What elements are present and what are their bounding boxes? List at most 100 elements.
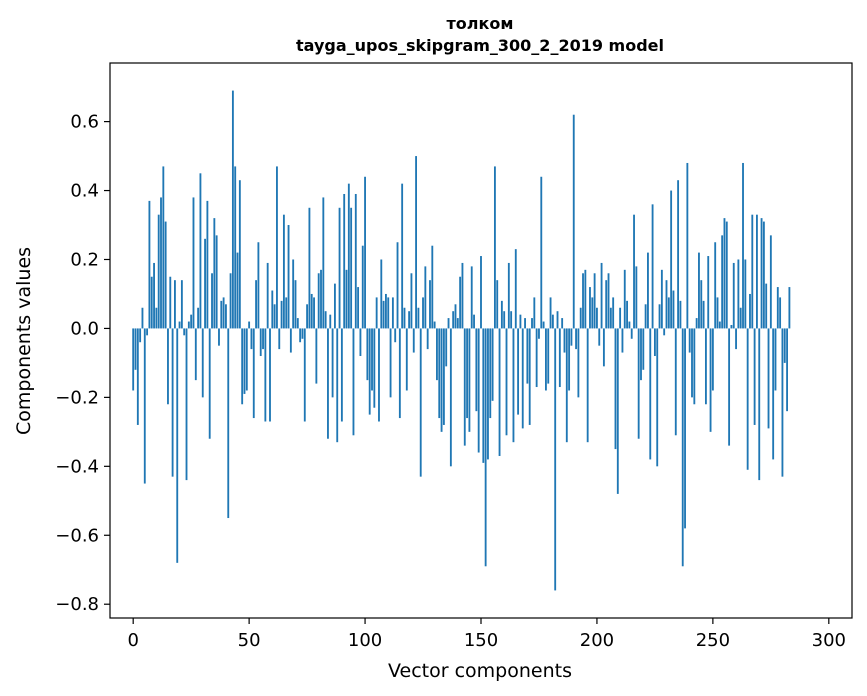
bar [417, 307, 420, 329]
bar [653, 328, 656, 357]
bar [783, 328, 786, 363]
bar [528, 328, 531, 425]
bar [317, 273, 320, 329]
bar [732, 262, 735, 329]
bar [665, 280, 668, 329]
bar [677, 180, 680, 329]
bar [756, 214, 758, 329]
bar [313, 297, 315, 329]
bar [633, 214, 635, 329]
bar [294, 280, 297, 329]
bar [382, 300, 385, 329]
bar [410, 273, 413, 329]
bar [491, 328, 494, 401]
bar [725, 221, 728, 329]
bar [788, 287, 791, 329]
bar [561, 318, 564, 329]
bar [150, 276, 153, 329]
bar [449, 328, 452, 467]
bar [201, 328, 204, 398]
bar [167, 328, 169, 405]
x-tick-label: 150 [464, 630, 498, 651]
bar [470, 266, 473, 329]
bar [194, 328, 197, 381]
bar [162, 166, 165, 329]
bar [183, 328, 186, 336]
chart-title: толком [447, 14, 514, 33]
bar [178, 321, 181, 329]
bar [248, 321, 251, 329]
bar [463, 328, 466, 446]
bar [667, 297, 670, 329]
bar [672, 290, 675, 329]
bar [484, 328, 487, 567]
bar [663, 328, 666, 336]
bar [241, 328, 244, 405]
y-tick-label: 0.2 [70, 249, 99, 270]
bar [231, 90, 234, 329]
bar [234, 166, 237, 329]
bar [213, 218, 216, 329]
bar [354, 193, 357, 329]
bar [387, 297, 390, 329]
bar [767, 328, 770, 429]
bar-series [132, 90, 791, 591]
bar [431, 245, 434, 329]
bar [238, 180, 241, 329]
bar [514, 249, 517, 329]
x-tick-label: 200 [580, 630, 614, 651]
bar [405, 328, 408, 391]
bar [647, 252, 649, 329]
bar [563, 328, 566, 353]
bar [269, 328, 271, 422]
bar [391, 297, 394, 329]
bar [155, 307, 158, 329]
bar [171, 328, 174, 477]
x-tick-label: 300 [812, 630, 846, 651]
bar [556, 311, 559, 329]
bar [282, 214, 285, 329]
bar [245, 328, 248, 391]
bar [192, 197, 195, 329]
bar [139, 328, 142, 343]
bar [496, 280, 499, 329]
bar [698, 252, 700, 329]
bar [640, 328, 642, 381]
bar [568, 328, 571, 391]
bar [442, 328, 445, 425]
bar [480, 256, 482, 329]
bar [700, 280, 703, 329]
bar [371, 328, 373, 391]
bar [686, 162, 689, 329]
y-tick-label: 0.6 [70, 112, 99, 133]
x-axis: 0 50 100 150 200 250 300 [127, 618, 846, 651]
bar [591, 297, 594, 329]
bar [324, 311, 327, 329]
bar [136, 328, 139, 425]
bar [310, 293, 313, 329]
bar [199, 173, 202, 329]
bar [751, 214, 754, 329]
y-tick-label: −0.2 [55, 387, 99, 408]
bar [143, 328, 146, 484]
bar [593, 273, 596, 329]
bar [225, 304, 227, 329]
bar [714, 242, 717, 329]
bar [649, 328, 652, 460]
bar [575, 328, 577, 350]
bar [526, 328, 529, 384]
bar [347, 183, 350, 329]
bar [468, 328, 471, 432]
bar [626, 300, 628, 329]
bar [695, 318, 698, 329]
bar [524, 318, 526, 329]
bar [350, 207, 353, 329]
bar [776, 287, 779, 329]
bar [164, 221, 167, 329]
bar [303, 328, 306, 422]
bar [644, 304, 647, 329]
bar [535, 328, 538, 388]
bar [447, 318, 450, 329]
bar [510, 311, 513, 329]
